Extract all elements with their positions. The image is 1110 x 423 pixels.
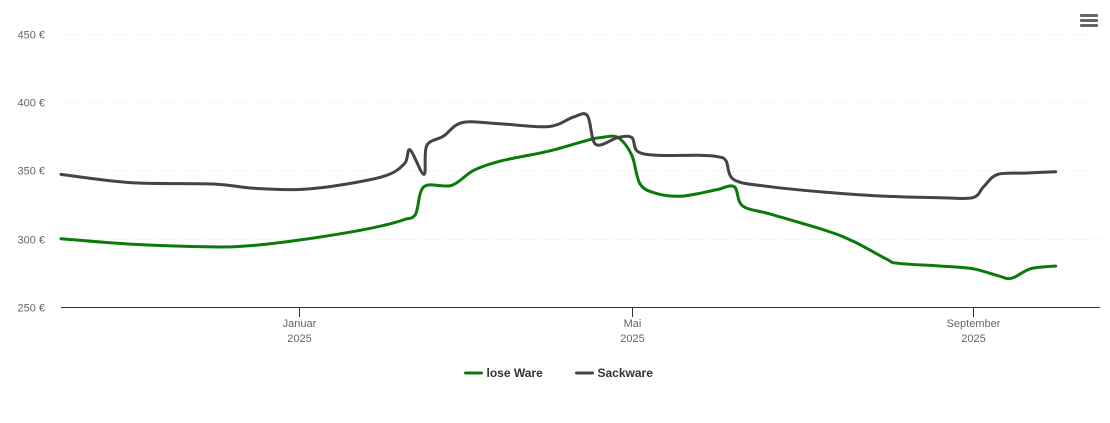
- chart-menu-button[interactable]: [1078, 12, 1100, 32]
- hamburger-menu-icon-bar: [1080, 19, 1098, 22]
- series-line-sackware[interactable]: [59, 112, 1058, 201]
- x-tick-sublabel: 2025: [620, 333, 644, 345]
- legend-label: Sackware: [598, 366, 654, 380]
- grid-lines: [61, 34, 1100, 240]
- y-tick-label: 250 €: [17, 303, 45, 315]
- series-lines: [59, 112, 1058, 281]
- legend-item[interactable]: lose Ware: [464, 366, 544, 380]
- x-tick-label: September: [947, 318, 1001, 330]
- series-line-lose-ware[interactable]: [59, 134, 1058, 281]
- y-tick-label: 350 €: [17, 166, 45, 178]
- axes: 450 € 400 € 350 € 300 € 250 € Januar 2025 Mai 20…: [17, 30, 1100, 345]
- x-tick-label: Januar: [283, 318, 317, 330]
- legend-item[interactable]: Sackware: [575, 366, 654, 380]
- y-tick-label: 300 €: [17, 235, 45, 247]
- legend-label: lose Ware: [487, 366, 544, 380]
- x-tick-sublabel: 2025: [287, 333, 311, 345]
- y-tick-label: 400 €: [17, 98, 45, 110]
- x-tick-sublabel: 2025: [961, 333, 985, 345]
- legend[interactable]: lose Ware Sackware: [464, 366, 654, 380]
- x-tick-label: Mai: [624, 318, 642, 330]
- hamburger-menu-icon-bar: [1080, 24, 1098, 27]
- hamburger-menu-icon: [1080, 14, 1098, 17]
- y-tick-label: 450 €: [17, 30, 45, 42]
